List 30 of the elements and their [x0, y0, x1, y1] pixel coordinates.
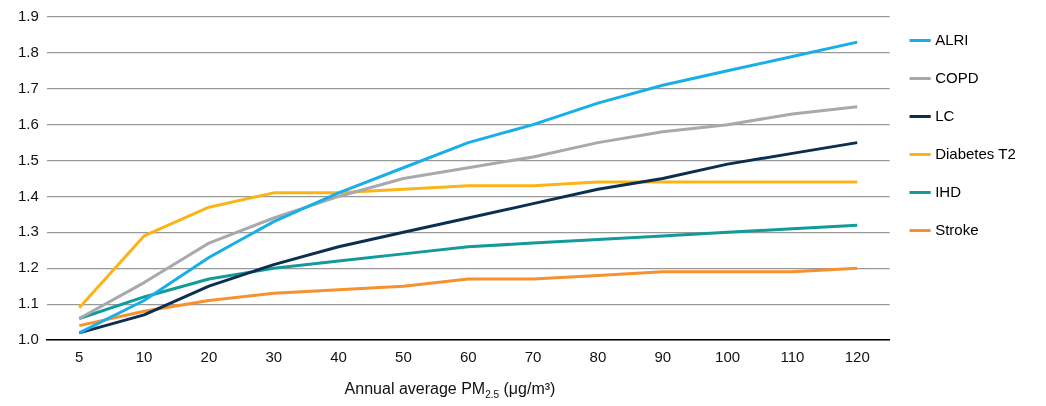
x-tick-label: 20 — [200, 348, 218, 366]
y-tick-label: 1.1 — [17, 294, 39, 312]
x-tick-label: 70 — [524, 348, 542, 366]
legend-label: IHD — [935, 182, 962, 200]
x-tick-label: 50 — [395, 348, 412, 366]
y-tick-label: 1.9 — [17, 7, 39, 25]
y-tick-label: 1.0 — [17, 330, 39, 348]
x-tick-label: 30 — [265, 348, 283, 366]
legend-label: ALRI — [935, 30, 969, 48]
x-tick-label: 60 — [459, 348, 477, 366]
x-tick-label: 110 — [780, 348, 805, 366]
x-tick-label: 5 — [75, 348, 84, 366]
legend-label: COPD — [935, 68, 979, 86]
y-tick-label: 1.3 — [17, 222, 39, 240]
x-tick-label: 10 — [135, 348, 153, 366]
y-tick-label: 1.4 — [17, 186, 39, 204]
y-tick-label: 1.2 — [17, 258, 39, 276]
x-tick-label: 40 — [330, 348, 347, 366]
y-tick-label: 1.5 — [17, 150, 39, 168]
legend-label: Diabetes T2 — [935, 144, 1016, 162]
y-tick-label: 1.7 — [17, 78, 39, 96]
legend-label: Stroke — [935, 220, 979, 238]
x-tick-label: 100 — [715, 348, 741, 366]
x-tick-label: 90 — [654, 348, 672, 366]
y-tick-label: 1.6 — [17, 114, 39, 132]
y-tick-label: 1.8 — [17, 43, 39, 61]
x-tick-label: 120 — [844, 348, 870, 366]
legend-label: LC — [935, 106, 955, 124]
x-axis-title: Annual average PM$_{2.5}$ (μg/m³) — [343, 380, 557, 401]
x-tick-label: 80 — [589, 348, 607, 366]
